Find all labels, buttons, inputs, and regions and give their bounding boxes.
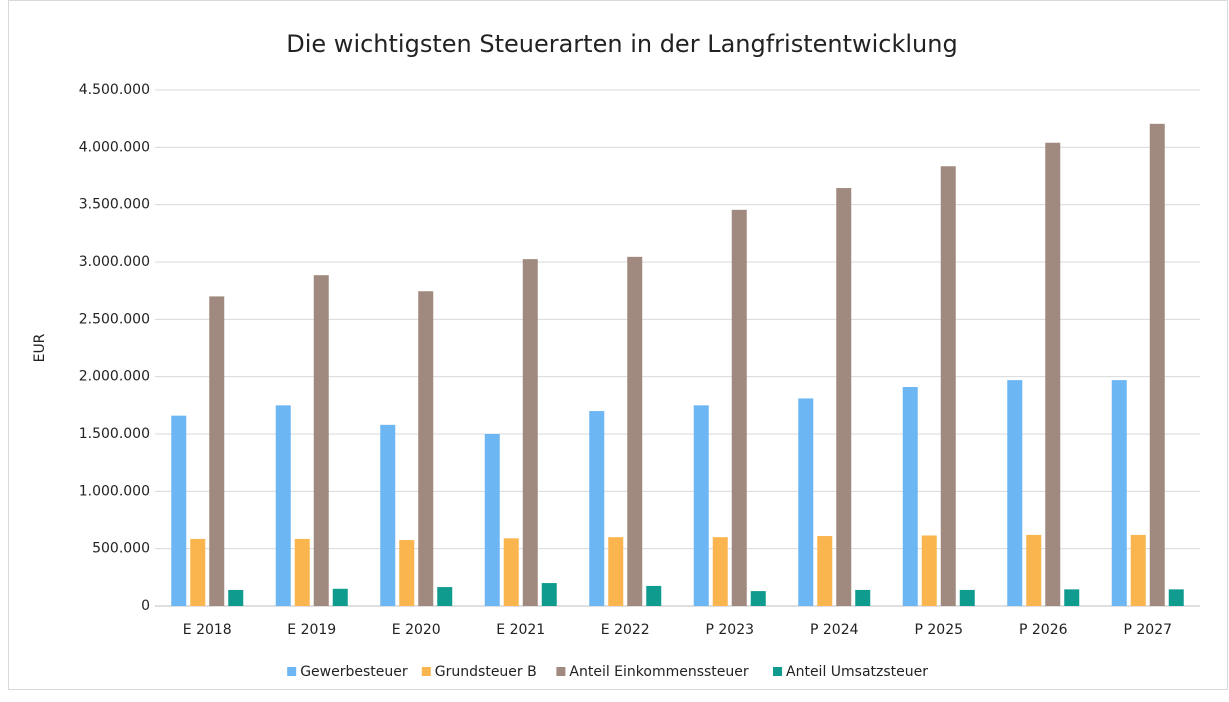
bar [228,589,244,606]
bar [484,434,500,606]
legend-swatch [773,667,782,676]
bar [712,537,728,606]
bar [627,256,643,606]
bar [380,424,396,606]
x-tick-label: E 2022 [601,622,650,638]
y-tick-label: 4.000.000 [79,139,150,155]
y-tick-label: 1.000.000 [79,483,150,499]
legend-label: Grundsteuer B [435,664,537,680]
y-tick-label: 2.500.000 [79,311,150,327]
y-tick-label: 4.500.000 [79,82,150,98]
bar [959,589,975,606]
bar [437,587,453,606]
bar [1111,380,1127,606]
bar [294,538,310,606]
bar [836,188,852,607]
bar [190,538,206,606]
x-tick-label: P 2026 [1019,622,1068,638]
bar [522,259,538,606]
bar [541,583,557,606]
bar [1168,589,1184,606]
legend-label: Anteil Einkommenssteuer [569,664,749,680]
bar [332,588,348,606]
y-tick-label: 3.000.000 [79,254,150,270]
bar [209,296,225,606]
bar [1130,534,1146,606]
bar [171,415,187,606]
bar [750,591,766,606]
x-tick-label: E 2020 [392,622,441,638]
x-tick-label: E 2021 [496,622,545,638]
y-tick-label: 0 [141,598,150,614]
bar [1007,380,1023,606]
y-tick-label: 1.500.000 [79,426,150,442]
bar [1045,142,1061,606]
bar [1026,534,1042,606]
bar [693,405,709,606]
x-tick-label: P 2027 [1123,622,1172,638]
bar [1149,123,1165,607]
x-tick-label: E 2018 [183,622,232,638]
x-tick-label: E 2019 [287,622,336,638]
bar [313,275,329,606]
bar [817,536,833,606]
legend-swatch [287,667,297,676]
legend-swatch [556,667,566,676]
x-tick-label: P 2023 [705,622,754,638]
chart-title: Die wichtigsten Steuerarten in der Langf… [286,30,957,58]
y-axis-label: EUR [32,333,48,362]
bar [418,291,434,606]
legend-swatch [421,667,431,676]
bar [646,585,662,606]
x-tick-label: P 2025 [914,622,963,638]
y-tick-label: 3.500.000 [79,197,150,213]
bar [399,540,415,606]
bar [940,166,956,606]
bar [608,537,624,606]
x-tick-label: P 2024 [810,622,859,638]
y-tick-label: 500.000 [92,541,150,557]
bar [589,411,605,606]
bar [855,589,871,606]
legend-label: Anteil Umsatzsteuer [786,664,928,680]
bar [275,405,291,606]
bar [1064,589,1080,606]
bar [731,209,747,606]
bar [902,386,918,606]
chart-frame [8,0,1228,690]
y-tick-label: 2.000.000 [79,369,150,385]
bar [798,398,814,606]
bar [503,538,519,606]
legend-label: Gewerbesteuer [300,664,408,680]
bar [921,535,937,606]
